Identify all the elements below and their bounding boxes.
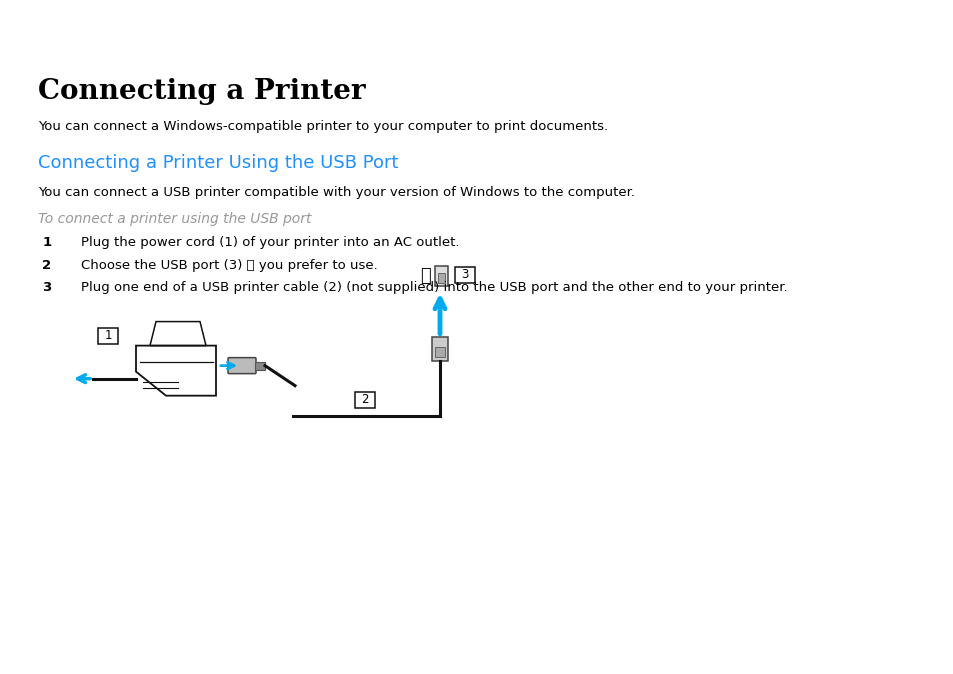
Text: To connect a printer using the USB port: To connect a printer using the USB port [38,212,312,226]
Text: You can connect a Windows-compatible printer to your computer to print documents: You can connect a Windows-compatible pri… [38,121,608,133]
Text: Connecting a Printer Using the USB Port: Connecting a Printer Using the USB Port [38,154,398,173]
Text: 1: 1 [104,329,112,342]
FancyBboxPatch shape [455,266,475,282]
Text: Choose the USB port (3) ␧ you prefer to use.: Choose the USB port (3) ␧ you prefer to … [81,259,377,272]
FancyBboxPatch shape [98,328,118,344]
FancyBboxPatch shape [437,272,444,282]
Text: 1: 1 [42,237,51,249]
Text: Plug the power cord (1) of your printer into an AC outlet.: Plug the power cord (1) of your printer … [81,237,459,249]
Text: 3: 3 [461,268,468,281]
Text: 2: 2 [42,259,51,272]
FancyBboxPatch shape [355,392,375,408]
Text: You can connect a USB printer compatible with your version of Windows to the com: You can connect a USB printer compatible… [38,187,635,200]
FancyBboxPatch shape [435,346,444,357]
Text: Connecting a Printer: Connecting a Printer [38,78,365,105]
Text: Using Peripheral Devices: Using Peripheral Devices [786,35,924,44]
FancyBboxPatch shape [432,336,448,361]
Text: 3: 3 [42,280,51,294]
Text: 2: 2 [361,393,369,406]
FancyBboxPatch shape [435,266,448,286]
Text: ␧: ␧ [419,266,431,284]
FancyBboxPatch shape [228,358,255,373]
Text: ◄  89  ►: ◄ 89 ► [880,11,924,20]
Text: Plug one end of a USB printer cable (2) (not supplied) into the USB port and the: Plug one end of a USB printer cable (2) … [81,280,787,294]
FancyBboxPatch shape [254,362,265,369]
Text: VAIO: VAIO [17,17,81,40]
